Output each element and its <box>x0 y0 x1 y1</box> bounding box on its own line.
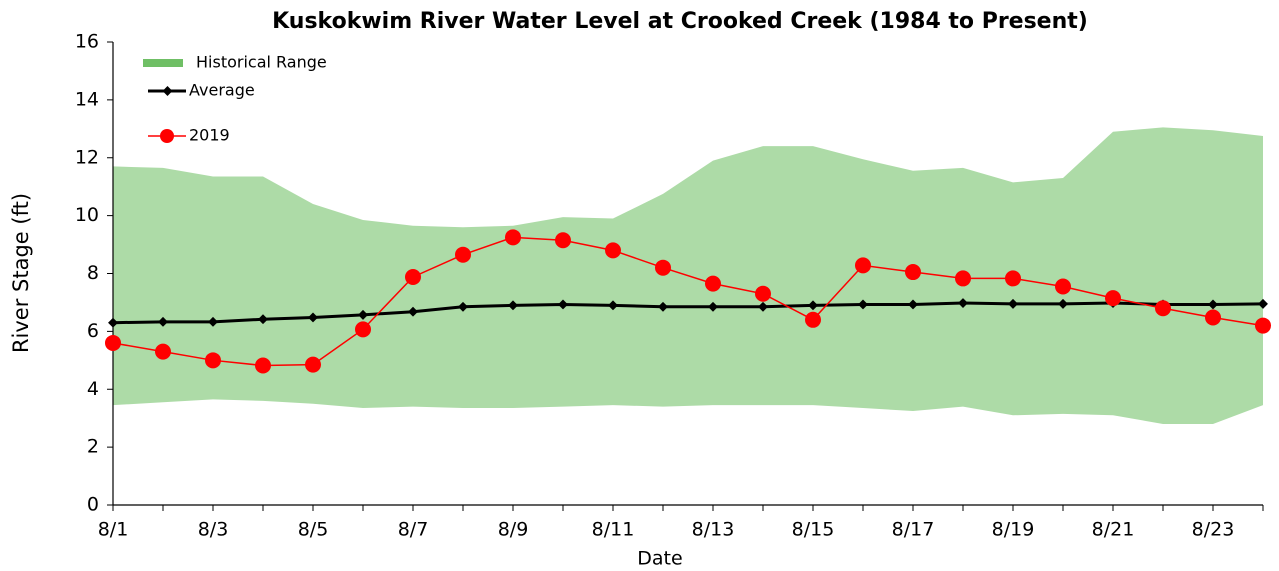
y-tick-label: 10 <box>75 204 99 226</box>
point <box>205 352 221 369</box>
line <box>112 301 1264 325</box>
chart-title: Kuskokwim River Water Level at Crooked C… <box>272 9 1088 34</box>
point <box>1058 298 1068 309</box>
point <box>1105 290 1121 307</box>
point <box>758 301 768 312</box>
point <box>308 312 318 323</box>
x-tick-label: 8/1 <box>98 519 129 541</box>
x-tick-label: 8/19 <box>992 519 1035 541</box>
point <box>805 311 821 328</box>
legend-swatch <box>143 59 183 67</box>
point <box>255 357 271 374</box>
point <box>358 309 368 320</box>
x-tick-label: 8/9 <box>498 519 529 541</box>
point <box>855 257 871 274</box>
point <box>705 275 721 292</box>
point <box>1205 309 1221 326</box>
x-tick-label: 8/3 <box>198 519 229 541</box>
point <box>605 242 621 259</box>
point <box>508 300 518 311</box>
point <box>208 316 218 327</box>
point <box>258 314 268 325</box>
y-tick-label: 6 <box>87 320 99 342</box>
point <box>505 229 521 246</box>
point <box>355 321 371 338</box>
y-tick-label: 8 <box>87 262 99 284</box>
legend-label: Historical Range <box>196 53 327 72</box>
y-tick-label: 16 <box>75 31 99 53</box>
x-tick-label: 8/17 <box>892 519 935 541</box>
legend-label: Average <box>189 81 255 100</box>
point <box>455 246 471 263</box>
point <box>808 300 818 311</box>
legend-marker <box>160 129 174 143</box>
point <box>1208 299 1218 310</box>
point <box>958 298 968 308</box>
point <box>1055 278 1071 295</box>
point <box>858 299 868 310</box>
point <box>1155 300 1171 317</box>
point <box>158 316 168 327</box>
x-tick-label: 8/15 <box>792 519 835 541</box>
x-tick-label: 8/11 <box>592 519 635 541</box>
point <box>405 268 421 285</box>
y-tick-label: 2 <box>87 436 99 458</box>
point <box>1258 298 1268 309</box>
x-tick-label: 8/21 <box>1092 519 1135 541</box>
point <box>658 301 668 312</box>
point <box>608 300 618 311</box>
point <box>655 259 671 276</box>
point <box>105 334 121 351</box>
point <box>1005 270 1021 287</box>
point <box>955 270 971 287</box>
x-tick-label: 8/5 <box>298 519 329 541</box>
point <box>458 301 468 312</box>
x-tick-label: 8/13 <box>692 519 735 541</box>
point <box>408 306 418 317</box>
point <box>905 264 921 281</box>
point <box>708 301 718 312</box>
y-tick-label: 14 <box>75 88 99 110</box>
y-tick-label: 4 <box>87 378 99 400</box>
x-axis-label: Date <box>637 548 682 570</box>
point <box>305 356 321 373</box>
point <box>1008 298 1018 309</box>
point <box>908 299 918 310</box>
x-tick-label: 8/7 <box>398 519 429 541</box>
point <box>155 343 171 360</box>
legend-marker <box>162 86 173 96</box>
y-tick-label: 12 <box>75 146 99 168</box>
y-tick-label: 0 <box>87 494 99 516</box>
point <box>558 299 568 310</box>
legend-label: 2019 <box>189 126 230 145</box>
point <box>555 232 571 249</box>
point <box>1255 317 1271 334</box>
y-axis-label: River Stage (ft) <box>9 193 33 353</box>
line <box>112 236 1264 367</box>
point <box>755 285 771 302</box>
x-tick-label: 8/23 <box>1192 519 1235 541</box>
